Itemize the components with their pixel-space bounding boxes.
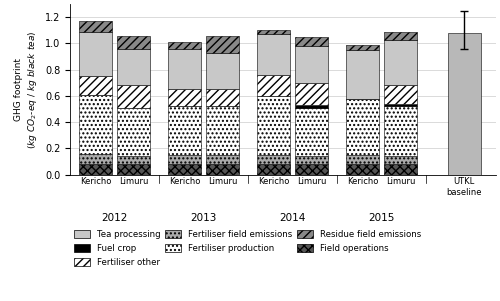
Bar (346, 155, 379, 164)
Text: 2015: 2015 (368, 213, 394, 223)
Bar (257, 155, 290, 164)
Bar (384, 39, 417, 85)
Bar (79, 32, 112, 76)
Y-axis label: GHG footprint
($\it{kg\ CO_2}$-$\it{eq\ /\ kg\ black\ tea}$): GHG footprint ($\it{kg\ CO_2}$-$\it{eq\ … (14, 30, 40, 148)
Bar (206, 36, 239, 53)
Bar (295, 46, 328, 83)
Bar (79, 76, 112, 95)
Bar (295, 156, 328, 164)
Legend: Tea processing, Fuel crop, Fertiliser other, Fertiliser field emissions, Fertili: Tea processing, Fuel crop, Fertiliser ot… (74, 230, 421, 267)
Bar (79, 95, 112, 154)
Text: 2013: 2013 (190, 213, 216, 223)
Bar (168, 164, 201, 175)
Bar (117, 156, 150, 164)
Bar (206, 164, 239, 175)
Bar (346, 164, 379, 175)
Bar (346, 45, 379, 50)
Bar (117, 36, 150, 49)
Bar (257, 164, 290, 175)
Bar (295, 37, 328, 46)
Bar (384, 104, 417, 107)
Bar (168, 49, 201, 89)
Bar (168, 42, 201, 49)
Bar (257, 34, 290, 75)
Text: 2012: 2012 (102, 213, 128, 223)
Bar (257, 96, 290, 155)
Bar (206, 53, 239, 89)
Bar (295, 164, 328, 175)
Bar (257, 75, 290, 96)
Bar (384, 164, 417, 175)
Text: 2014: 2014 (280, 213, 305, 223)
Bar (448, 33, 480, 175)
Bar (168, 89, 201, 107)
Bar (117, 108, 150, 156)
Bar (168, 155, 201, 164)
Bar (79, 164, 112, 175)
Bar (384, 107, 417, 156)
Bar (346, 98, 379, 155)
Bar (257, 30, 290, 34)
Bar (295, 108, 328, 156)
Bar (384, 32, 417, 39)
Bar (384, 156, 417, 164)
Bar (206, 107, 239, 155)
Bar (79, 154, 112, 164)
Bar (206, 89, 239, 107)
Bar (117, 49, 150, 85)
Bar (79, 21, 112, 32)
Bar (384, 85, 417, 104)
Bar (346, 50, 379, 98)
Bar (117, 164, 150, 175)
Bar (295, 83, 328, 105)
Bar (168, 107, 201, 155)
Bar (117, 85, 150, 108)
Bar (206, 155, 239, 164)
Bar (295, 105, 328, 108)
